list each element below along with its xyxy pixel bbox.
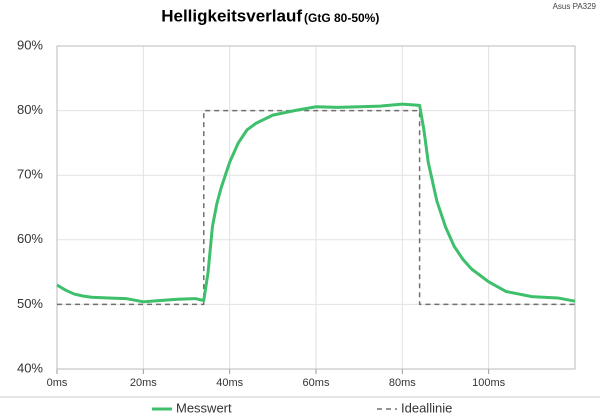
x-tick-label: 0ms [47,377,68,389]
x-tick-label: 20ms [130,377,157,389]
x-tick-label: 40ms [216,377,243,389]
legend-label: Ideallinie [401,400,452,415]
plot-border [56,45,576,370]
series-line [57,109,575,306]
y-tick-label: 60% [17,231,43,246]
x-tick-label: 80ms [389,377,416,389]
y-tick-label: 50% [17,296,43,311]
x-tick-label: 60ms [303,377,330,389]
x-tick-label: 100ms [472,377,506,389]
chart-title: Helligkeitsverlauf [161,6,302,25]
legend-label: Messwert [176,400,232,415]
y-tick-label: 90% [17,37,43,52]
y-tick-label: 70% [17,167,43,182]
y-tick-label: 40% [17,360,43,375]
y-tick-label: 80% [17,102,43,117]
chart-subtitle: (GtG 80-50%) [304,11,379,25]
note: Asus PA329 [553,2,597,11]
series-line [56,102,576,304]
